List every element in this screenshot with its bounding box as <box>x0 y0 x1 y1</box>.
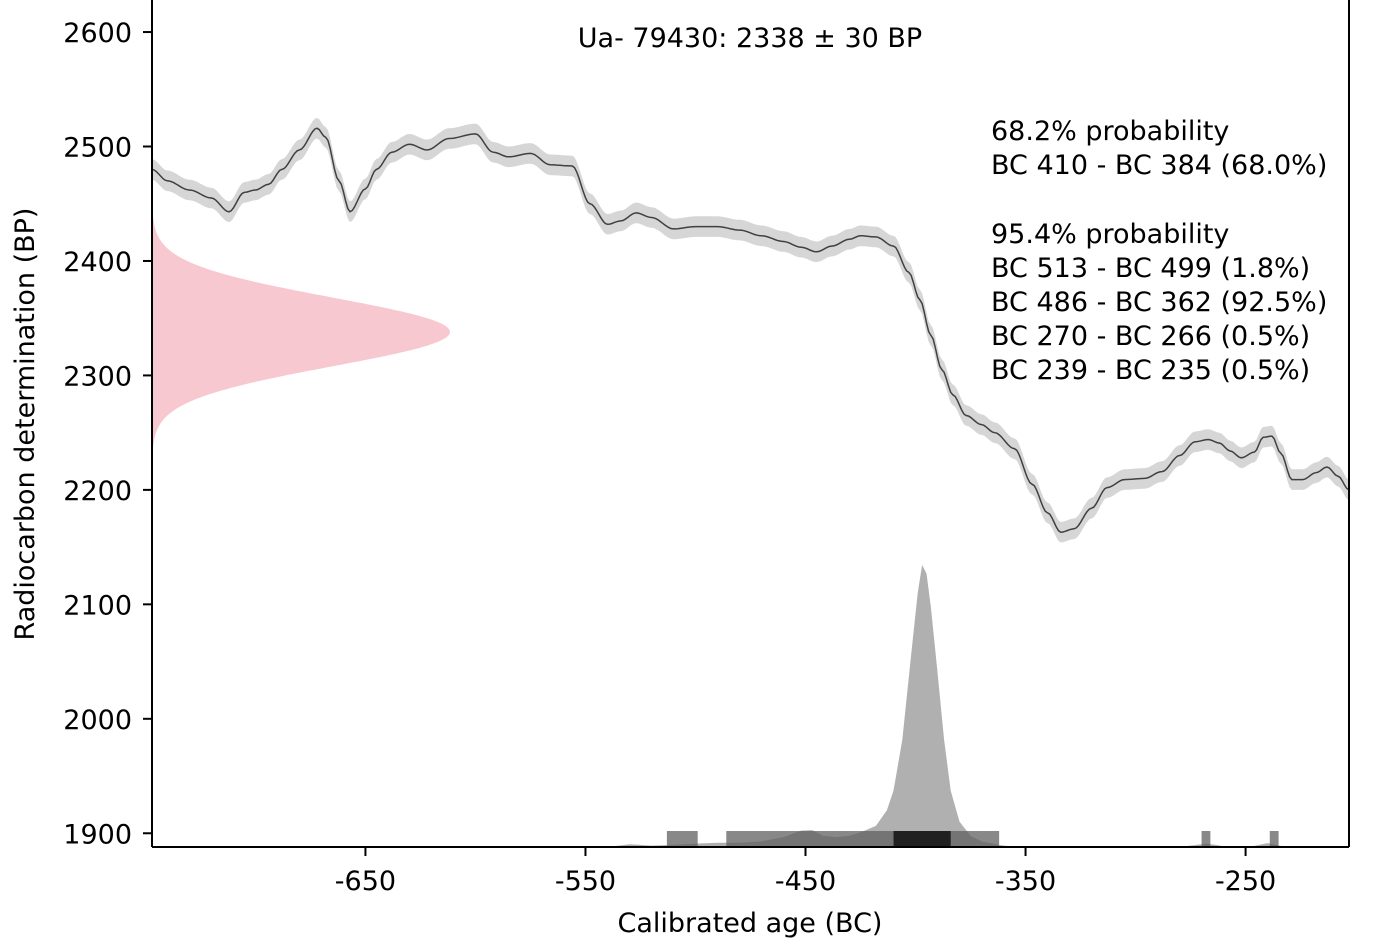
p95-range-4: BC 239 - BC 235 (0.5%) <box>991 355 1310 386</box>
hpd95-bar-2 <box>726 831 1000 847</box>
hpd95-bar-3 <box>1201 831 1211 847</box>
y-tick-label-2600: 2600 <box>63 18 132 49</box>
hpd95-bar-1 <box>666 831 698 847</box>
p95-range-1: BC 513 - BC 499 (1.8%) <box>991 253 1310 284</box>
x-axis-label: Calibrated age (BC) <box>618 908 883 939</box>
y-tick-label-2200: 2200 <box>63 476 132 507</box>
x-tick-label--450: -450 <box>775 866 836 897</box>
y-tick-label-2400: 2400 <box>63 247 132 278</box>
x-tick-label--250: -250 <box>1215 866 1276 897</box>
x-tick-label--650: -650 <box>335 866 396 897</box>
p68-range-1: BC 410 - BC 384 (68.0%) <box>991 150 1327 181</box>
posterior-distribution <box>607 565 1301 847</box>
measurement-distribution-layer <box>152 194 450 470</box>
x-tick-label--350: -350 <box>995 866 1056 897</box>
p95-range-3: BC 270 - BC 266 (0.5%) <box>991 321 1310 352</box>
axes-layer <box>151 0 1350 848</box>
y-tick-label-2300: 2300 <box>63 361 132 392</box>
y-tick-label-2100: 2100 <box>63 590 132 621</box>
calibration-curve-line <box>151 127 1350 533</box>
calibration-curve-line-layer <box>151 127 1350 533</box>
hpd-bars-layer <box>666 831 1279 847</box>
p68-heading: 68.2% probability <box>991 116 1229 147</box>
p95-heading: 95.4% probability <box>991 219 1229 250</box>
y-tick-label-2000: 2000 <box>63 705 132 736</box>
hpd68-bar-1 <box>893 831 951 847</box>
chart-title: Ua- 79430: 2338 ± 30 BP <box>578 23 922 54</box>
ticks-layer: -650 -550 -450 -350 -250 1900 2000 2100 2200 2300… <box>63 18 1276 897</box>
p95-range-2: BC 486 - BC 362 (92.5%) <box>991 287 1327 318</box>
hpd95-bar-4 <box>1269 831 1279 847</box>
measurement-distribution <box>152 194 450 470</box>
y-tick-label-1900: 1900 <box>63 819 132 850</box>
posterior-distribution-layer <box>607 565 1301 847</box>
x-tick-label--550: -550 <box>555 866 616 897</box>
y-axis-label: Radiocarbon determination (BP) <box>10 208 41 641</box>
y-tick-label-2500: 2500 <box>63 133 132 164</box>
